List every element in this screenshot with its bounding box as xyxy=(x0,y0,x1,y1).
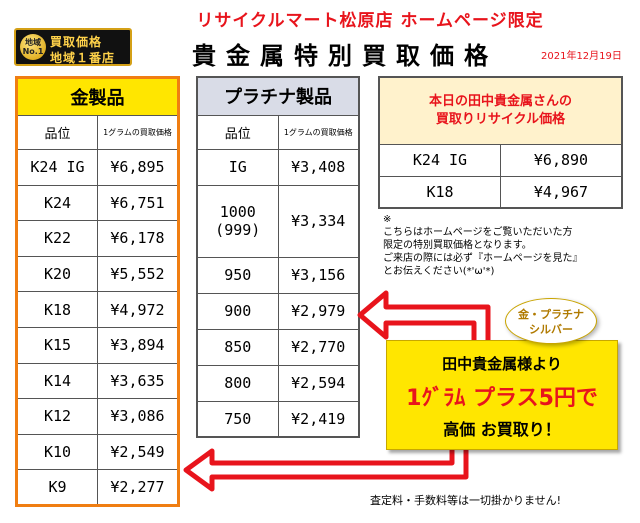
notice-line-4: とお伝えください(*'ω'*) xyxy=(383,266,495,277)
gold-price: ¥4,972 xyxy=(97,291,179,328)
platinum-price-table: プラチナ製品 品位 1グラムの買取価格 IG ¥3,408 1000 (999) ¥… xyxy=(196,76,360,438)
tanaka-today-table: 本日の田中貴金属さんの 買取りリサイクル価格 K24 IG ¥6,890 K18 ¥… xyxy=(378,76,623,209)
table-row: K15 ¥3,894 xyxy=(16,326,179,364)
platinum-grade: 800 xyxy=(196,364,279,402)
platinum-price: ¥3,334 xyxy=(277,184,360,258)
no1-medal-icon: 地域 No.1 xyxy=(20,34,46,60)
promo-line-1: 田中貴金属様より xyxy=(442,355,562,373)
notice-text: ※ こちらはホームページをご覧いただいた方 限定の特別買取価格となります。 ご来… xyxy=(383,213,628,278)
promo-line-2: 1ｸﾞﾗﾑ プラス5円で xyxy=(406,386,598,411)
notice-line-1: こちらはホームページをご覧いただいた方 xyxy=(383,227,573,238)
promo-box: 田中貴金属様より 1ｸﾞﾗﾑ プラス5円で 高価 お買取り！ xyxy=(386,340,618,450)
table-row: 1000 (999) ¥3,334 xyxy=(196,184,360,258)
table-row: K18 ¥4,972 xyxy=(16,291,179,328)
tanaka-today-title: 本日の田中貴金属さんの 買取りリサイクル価格 xyxy=(378,76,623,145)
gold-price: ¥5,552 xyxy=(97,255,179,293)
gold-col-price: 1グラムの買取価格 xyxy=(97,115,179,150)
store-banner-text: リサイクルマート松原店 ホームページ限定 xyxy=(196,11,544,31)
platinum-price: ¥2,770 xyxy=(277,328,360,366)
table-row: 850 ¥2,770 xyxy=(196,328,360,366)
table-row: K12 ¥3,086 xyxy=(16,398,179,435)
page-title: 貴金属特別買取価格 xyxy=(192,41,498,70)
platinum-table-title: プラチナ製品 xyxy=(196,76,360,116)
tanaka-title-line-1: 本日の田中貴金属さんの xyxy=(428,93,572,109)
table-row: K24 IG ¥6,890 xyxy=(378,143,623,177)
tanaka-price: ¥6,890 xyxy=(500,143,623,177)
platinum-grade: IG xyxy=(196,148,279,186)
metal-types-bubble: 金・プラチナ シルバー xyxy=(505,298,597,344)
tanaka-grade: K18 xyxy=(378,175,501,209)
gold-price: ¥6,895 xyxy=(97,149,179,186)
gold-price: ¥3,635 xyxy=(97,362,179,400)
gold-grade: K12 xyxy=(16,398,98,435)
platinum-col-grade: 品位 xyxy=(196,114,279,150)
arrow-left-lower-icon xyxy=(183,445,469,492)
tanaka-title-line-2: 買取りリサイクル価格 xyxy=(435,111,566,127)
gold-table-title: 金製品 xyxy=(16,77,179,116)
platinum-price: ¥3,408 xyxy=(277,148,360,186)
bubble-line-1: 金・プラチナ xyxy=(518,308,584,321)
price-date: 2021年12月19日 xyxy=(541,51,622,62)
table-row: K9 ¥2,277 xyxy=(16,469,179,506)
platinum-col-price: 1グラムの買取価格 xyxy=(277,114,360,150)
table-row: 950 ¥3,156 xyxy=(196,256,360,294)
gold-price: ¥6,178 xyxy=(97,220,179,257)
table-row: K24 ¥6,751 xyxy=(16,184,179,222)
platinum-price: ¥3,156 xyxy=(277,256,360,294)
gold-price: ¥3,894 xyxy=(97,326,179,364)
platinum-grade: 950 xyxy=(196,256,279,294)
table-row: K22 ¥6,178 xyxy=(16,220,179,257)
gold-price-table: 金製品 品位 1グラムの買取価格 K24 IG ¥6,895 K24 ¥6,751 … xyxy=(15,76,180,507)
notice-line-2: 限定の特別買取価格となります。 xyxy=(383,240,532,251)
platinum-grade: 850 xyxy=(196,328,279,366)
gold-grade: K20 xyxy=(16,255,98,293)
platinum-price: ¥2,419 xyxy=(277,400,360,438)
badge-line-1: 買取価格 xyxy=(50,35,103,49)
table-row: IG ¥3,408 xyxy=(196,148,360,186)
gold-grade: K10 xyxy=(16,433,98,471)
gold-price: ¥2,549 xyxy=(97,433,179,471)
table-row: K24 IG ¥6,895 xyxy=(16,149,179,186)
notice-mark: ※ xyxy=(383,214,392,225)
table-row: 900 ¥2,979 xyxy=(196,292,360,330)
tanaka-grade: K24 IG xyxy=(378,143,501,177)
no1-badge: 地域 No.1 買取価格 地域１番店 xyxy=(14,28,132,66)
gold-price: ¥6,751 xyxy=(97,184,179,222)
bubble-line-2: シルバー xyxy=(529,323,573,336)
gold-grade: K18 xyxy=(16,291,98,328)
tanaka-price: ¥4,967 xyxy=(500,175,623,209)
gold-col-grade: 品位 xyxy=(16,115,98,150)
arrow-left-upper-icon xyxy=(357,290,491,345)
platinum-price: ¥2,979 xyxy=(277,292,360,330)
table-row: 750 ¥2,419 xyxy=(196,400,360,438)
gold-grade: K24 IG xyxy=(16,149,98,186)
platinum-grade: 1000 (999) xyxy=(196,184,279,258)
table-row: K10 ¥2,549 xyxy=(16,433,179,471)
gold-grade: K9 xyxy=(16,469,98,506)
platinum-price: ¥2,594 xyxy=(277,364,360,402)
gold-price: ¥3,086 xyxy=(97,398,179,435)
platinum-grade: 900 xyxy=(196,292,279,330)
gold-grade: K15 xyxy=(16,326,98,364)
footer-note: 査定料・手数料等は一切掛かりません! xyxy=(370,494,562,507)
gold-grade: K22 xyxy=(16,220,98,257)
platinum-grade: 750 xyxy=(196,400,279,438)
table-row: K20 ¥5,552 xyxy=(16,255,179,293)
gold-price: ¥2,277 xyxy=(97,469,179,506)
badge-line-2: 地域１番店 xyxy=(50,51,116,65)
table-row: K18 ¥4,967 xyxy=(378,175,623,209)
table-row: K14 ¥3,635 xyxy=(16,362,179,400)
notice-line-3: ご来店の際には必ず『ホームページを見た』 xyxy=(383,253,583,264)
gold-grade: K14 xyxy=(16,362,98,400)
table-row: 800 ¥2,594 xyxy=(196,364,360,402)
promo-line-3: 高価 お買取り！ xyxy=(443,420,561,439)
gold-grade: K24 xyxy=(16,184,98,222)
